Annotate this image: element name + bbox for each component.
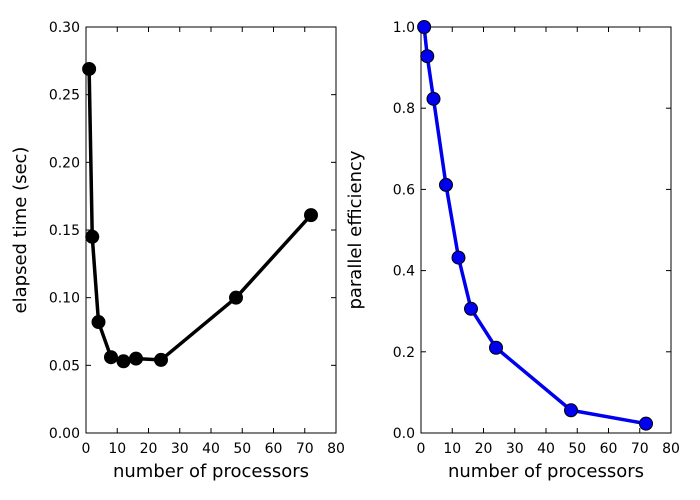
y-tick-label: 0.25 [49, 88, 80, 104]
data-point [420, 49, 435, 64]
x-tick-label: 0 [82, 441, 91, 457]
series-line [87, 68, 313, 364]
y-tick-label: 0.8 [393, 101, 415, 117]
data-point [154, 352, 168, 367]
data-point [564, 403, 578, 418]
y-tick-label: 0.4 [393, 264, 415, 280]
x-tick-label: 60 [265, 441, 283, 457]
data-point [85, 229, 100, 244]
x-axis-label: number of processors [113, 461, 309, 482]
y-tick-label: 1.0 [393, 20, 415, 36]
elapsed-time-chart: 0 10 20 30 40 50 60 70 80 0.00 0.05 0.10 0.15 0.20 0.2… [10, 20, 345, 482]
x-tick-label: 20 [140, 441, 158, 457]
data-point [304, 208, 318, 223]
data-point [439, 177, 453, 192]
x-tick-label: 10 [443, 441, 461, 457]
data-point [91, 315, 106, 330]
y-tick-label: 0.05 [49, 358, 80, 374]
data-point [639, 416, 653, 431]
data-point [229, 290, 243, 305]
x-axis-label: number of processors [448, 461, 644, 482]
data-point [426, 91, 441, 106]
y-tick-label: 0.10 [49, 291, 80, 307]
data-point [489, 340, 503, 355]
x-tick-label: 70 [631, 441, 649, 457]
x-tick-label: 30 [171, 441, 189, 457]
x-tick-label: 80 [327, 441, 345, 457]
data-point [451, 250, 466, 265]
x-tick-label: 70 [296, 441, 314, 457]
y-tick-label: 0.00 [49, 426, 80, 442]
x-tick-label: 80 [662, 441, 680, 457]
data-point [417, 20, 432, 34]
data-point [104, 350, 118, 365]
y-tick-label: 0.20 [49, 155, 80, 171]
x-tick-label: 10 [108, 441, 126, 457]
x-tick-label: 40 [537, 441, 555, 457]
x-tick-label: 20 [475, 441, 493, 457]
plot-frame [420, 26, 672, 434]
y-tick-label: 0.30 [49, 20, 80, 36]
y-tick-label: 0.2 [393, 345, 415, 361]
data-point [116, 354, 131, 369]
x-tick-label: 50 [568, 441, 586, 457]
parallel-efficiency-chart: 0 10 20 30 40 50 60 70 80 0.0 0.2 0.4 0.6 0.8 1.0 numbe… [345, 20, 680, 482]
series-line [422, 26, 647, 426]
data-point [129, 351, 143, 366]
y-axis-label: elapsed time (sec) [10, 147, 31, 314]
x-tick-label: 40 [202, 441, 220, 457]
y-tick-label: 0.0 [393, 426, 415, 442]
y-tick-label: 0.15 [49, 223, 80, 239]
x-tick-label: 50 [233, 441, 251, 457]
y-tick-label: 0.6 [393, 182, 415, 198]
x-tick-label: 0 [417, 441, 426, 457]
x-tick-label: 30 [506, 441, 524, 457]
data-point [464, 301, 478, 316]
y-axis-label: parallel efficiency [345, 150, 366, 309]
x-tick-label: 60 [600, 441, 618, 457]
data-point [82, 61, 97, 76]
